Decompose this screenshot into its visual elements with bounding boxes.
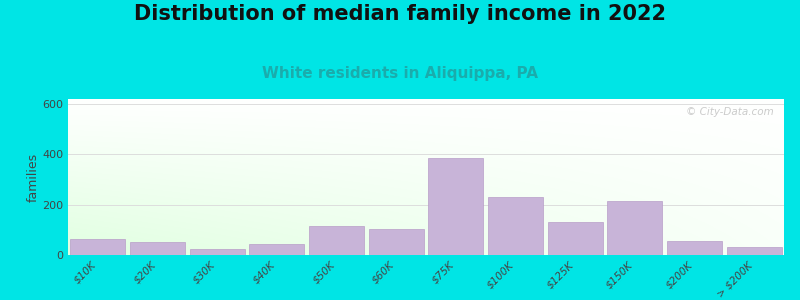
Bar (488, 197, 543, 255)
Bar (726, 248, 782, 255)
Bar (428, 158, 483, 255)
Text: White residents in Aliquippa, PA: White residents in Aliquippa, PA (262, 66, 538, 81)
Text: Distribution of median family income in 2022: Distribution of median family income in … (134, 4, 666, 25)
Bar (190, 249, 245, 255)
Y-axis label: families: families (26, 152, 39, 202)
Bar (369, 229, 424, 255)
Bar (130, 242, 185, 255)
Bar (309, 226, 364, 255)
Bar (250, 244, 304, 255)
Bar (607, 201, 662, 255)
Bar (667, 241, 722, 255)
Text: © City-Data.com: © City-Data.com (686, 107, 774, 117)
Bar (70, 238, 126, 255)
Bar (548, 222, 602, 255)
